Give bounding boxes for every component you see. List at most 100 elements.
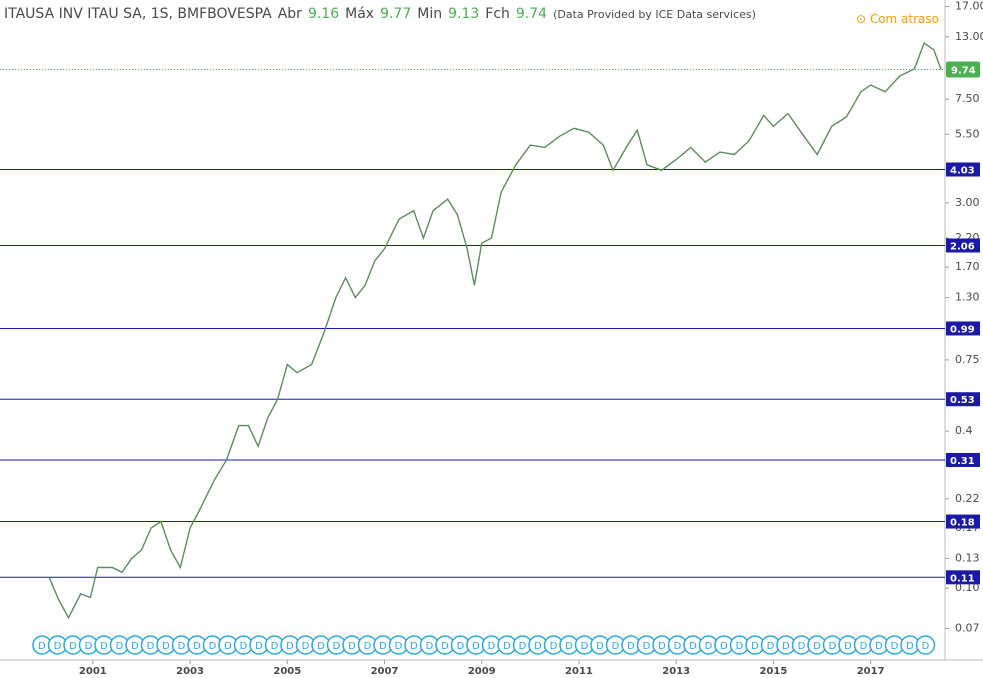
level-label: 0.99 — [950, 324, 975, 335]
last-price-badge — [946, 61, 980, 78]
close-value: 9.74 — [515, 6, 548, 22]
event-label: D — [379, 641, 387, 652]
high-value: 9.77 — [380, 6, 412, 22]
event-label: D — [224, 641, 232, 652]
event-label: D — [457, 641, 465, 652]
event-label: D — [767, 641, 775, 652]
event-label: D — [565, 641, 573, 652]
level-badge — [946, 321, 980, 336]
event-label: D — [627, 641, 635, 652]
event-label: D — [85, 641, 93, 652]
event-label: D — [519, 641, 527, 652]
event-label: D — [302, 641, 310, 652]
x-tick-label: 2015 — [759, 666, 787, 677]
y-tick-label: 5.50 — [955, 127, 980, 140]
event-label: D — [100, 641, 108, 652]
event-label: D — [317, 641, 325, 652]
x-tick-label: 2003 — [176, 666, 204, 677]
event-label: D — [860, 641, 868, 652]
level-badge — [946, 514, 980, 529]
header: ITAUSA INV ITAU SA, 1S, BMFBOVESPA Abr 9.… — [4, 6, 756, 22]
y-tick-label: 0.75 — [955, 353, 980, 366]
event-label: D — [875, 641, 883, 652]
symbol-title: ITAUSA INV ITAU SA, 1S, BMFBOVESPA — [4, 6, 272, 22]
event-label: D — [131, 641, 139, 652]
event-label: D — [643, 641, 651, 652]
level-label: 0.18 — [950, 518, 975, 529]
y-tick-label: 3.00 — [955, 196, 980, 209]
event-label: D — [829, 641, 837, 652]
delay-badge[interactable]: ⊙ Com atraso — [855, 12, 939, 26]
event-label: D — [410, 641, 418, 652]
open-value: 9.16 — [307, 6, 340, 22]
event-label: D — [658, 641, 666, 652]
event-label: D — [364, 641, 372, 652]
event-label: D — [798, 641, 806, 652]
y-tick-label: 1.30 — [955, 291, 980, 304]
event-label: D — [472, 641, 480, 652]
y-tick-label: 7.50 — [955, 92, 980, 105]
event-label: D — [782, 641, 790, 652]
event-label: D — [906, 641, 914, 652]
event-label: D — [751, 641, 759, 652]
level-badge — [946, 392, 980, 407]
event-label: D — [720, 641, 728, 652]
level-badge — [946, 238, 980, 253]
event-label: D — [705, 641, 713, 652]
level-label: 4.03 — [950, 165, 975, 176]
event-label: D — [596, 641, 604, 652]
event-label: D — [844, 641, 852, 652]
event-label: D — [426, 641, 434, 652]
event-label: D — [240, 641, 248, 652]
low-label: Min — [417, 6, 443, 22]
y-tick-label: 17.00 — [955, 0, 983, 12]
plot-area — [0, 0, 945, 660]
x-tick-label: 2017 — [857, 666, 885, 677]
x-tick-label: 2009 — [468, 666, 496, 677]
x-tick-label: 2013 — [662, 666, 690, 677]
event-label: D — [550, 641, 558, 652]
event-label: D — [395, 641, 403, 652]
event-label: D — [162, 641, 170, 652]
level-badge — [946, 162, 980, 177]
last-price-label: 9.74 — [951, 66, 976, 77]
event-label: D — [612, 641, 620, 652]
close-label: Fch — [485, 6, 510, 22]
event-label: D — [922, 641, 930, 652]
event-label: D — [891, 641, 899, 652]
y-tick-label: 13.00 — [955, 30, 983, 43]
event-label: D — [178, 641, 186, 652]
event-label: D — [333, 641, 341, 652]
event-label: D — [69, 641, 77, 652]
x-tick-label: 2007 — [371, 666, 399, 677]
level-label: 2.06 — [950, 241, 975, 252]
x-tick-label: 2005 — [273, 666, 301, 677]
event-label: D — [736, 641, 744, 652]
event-circle — [915, 635, 936, 655]
event-label: D — [54, 641, 62, 652]
event-label: D — [209, 641, 217, 652]
open-label: Abr — [277, 6, 302, 22]
event-label: D — [348, 641, 356, 652]
event-label: D — [255, 641, 263, 652]
level-label: 0.53 — [950, 395, 975, 406]
price-line — [48, 42, 942, 620]
level-badge — [946, 570, 980, 585]
event-label: D — [441, 641, 449, 652]
event-label: D — [38, 641, 46, 652]
low-value: 9.13 — [448, 6, 480, 22]
event-label: D — [286, 641, 294, 652]
event-label: D — [503, 641, 511, 652]
level-badge — [946, 452, 980, 467]
x-tick-label: 2001 — [79, 666, 107, 677]
event-label: D — [488, 641, 496, 652]
y-tick-label: 1.70 — [955, 260, 980, 273]
y-tick-label: 0.07 — [955, 621, 980, 634]
event-label: D — [193, 641, 201, 652]
y-tick-label: 0.10 — [955, 581, 980, 594]
data-source: (Data Provided by ICE Data services) — [553, 7, 756, 21]
event-label: D — [689, 641, 697, 652]
